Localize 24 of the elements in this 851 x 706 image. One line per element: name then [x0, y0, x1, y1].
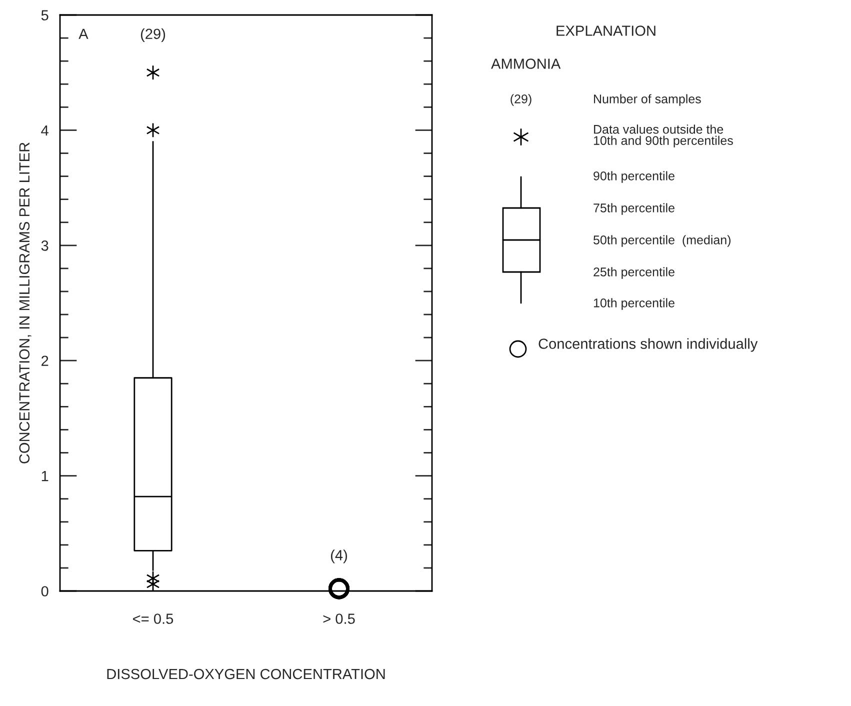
text: 75th percentile — [594, 203, 674, 215]
x-tick-label: > 0.5 — [323, 614, 355, 624]
text: 25th percentile — [594, 267, 674, 279]
text: Number of samples — [594, 94, 701, 106]
y-tick-label: 5 — [41, 10, 48, 20]
text: (29) — [510, 94, 532, 106]
annotation: (4) — [330, 550, 348, 564]
y-tick-label: 2 — [42, 356, 48, 366]
text: 90th percentile — [594, 171, 674, 183]
text: 10th percentile — [594, 298, 674, 310]
text: Concentrations shown individually — [538, 338, 758, 352]
annotation: A — [78, 28, 88, 39]
y-axis-title: CONCENTRATION, IN MILLIGRAMS PER LITER — [19, 142, 32, 464]
y-tick-label: 0 — [41, 586, 48, 596]
text: AMMONIA — [491, 58, 561, 69]
text: EXPLANATION — [556, 26, 656, 36]
x-tick-label: <= 0.5 — [133, 614, 174, 624]
y-tick-label: 4 — [41, 125, 48, 136]
y-tick-label: 3 — [41, 240, 48, 251]
x-axis-title: DISSOLVED-OXYGEN CONCENTRATION — [107, 668, 385, 680]
text: Data values outside the 10th and 90th percentiles — [594, 124, 733, 148]
annotation: (29) — [140, 28, 166, 42]
y-tick-label: 1 — [42, 471, 48, 482]
text: 50th percentile (median) — [594, 235, 730, 247]
